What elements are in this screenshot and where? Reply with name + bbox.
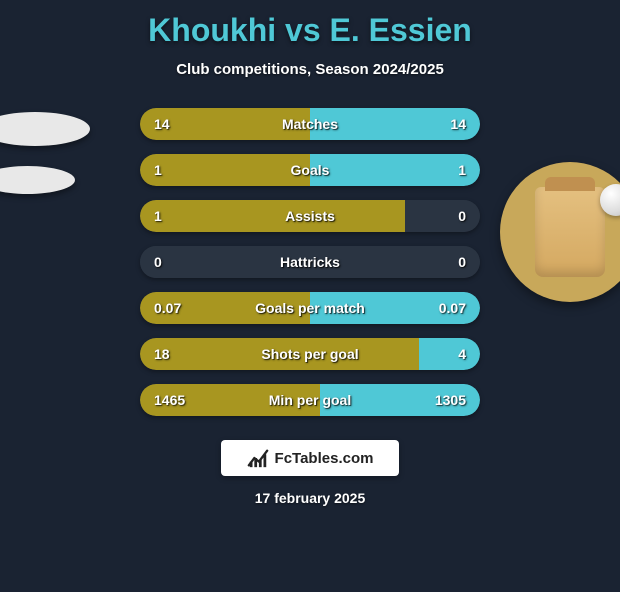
- stat-label: Hattricks: [280, 254, 340, 270]
- stat-value-right: 1: [458, 162, 466, 178]
- stat-row: 1465 1305 Min per goal: [140, 384, 480, 416]
- subtitle: Club competitions, Season 2024/2025: [0, 61, 620, 78]
- player-right-avatar: [500, 162, 620, 302]
- stat-bar-left: [140, 154, 310, 186]
- stat-label: Matches: [282, 116, 338, 132]
- page-title: Khoukhi vs E. Essien: [0, 12, 620, 49]
- stat-label: Goals: [291, 162, 330, 178]
- stat-value-left: 18: [154, 346, 170, 362]
- stat-label: Shots per goal: [261, 346, 358, 362]
- stat-value-left: 0: [154, 254, 162, 270]
- player-left-avatar: [0, 112, 90, 194]
- stat-value-left: 14: [154, 116, 170, 132]
- stat-row: 14 14 Matches: [140, 108, 480, 140]
- stats-bars: 14 14 Matches 1 1 Goals 1 0 Assists 0 0 Hattricks 0.…: [140, 108, 480, 416]
- stat-value-left: 1: [154, 162, 162, 178]
- brand-badge[interactable]: FcTables.com: [221, 440, 399, 476]
- avatar-placeholder-oval: [0, 112, 90, 146]
- avatar-placeholder-oval: [0, 166, 75, 194]
- chart-icon: [247, 447, 269, 469]
- stat-label: Goals per match: [255, 300, 365, 316]
- stat-row: 1 1 Goals: [140, 154, 480, 186]
- stat-label: Min per goal: [269, 392, 351, 408]
- stat-value-left: 1: [154, 208, 162, 224]
- stat-bar-right: [405, 200, 480, 232]
- stat-value-right: 4: [458, 346, 466, 362]
- player-badge-icon: [500, 162, 620, 302]
- stat-label: Assists: [285, 208, 335, 224]
- date-text: 17 february 2025: [0, 490, 620, 506]
- stat-bar-right: [310, 154, 480, 186]
- stat-value-left: 1465: [154, 392, 185, 408]
- stat-value-right: 14: [450, 116, 466, 132]
- stat-row: 18 4 Shots per goal: [140, 338, 480, 370]
- stat-row: 0.07 0.07 Goals per match: [140, 292, 480, 324]
- stat-value-right: 0: [458, 254, 466, 270]
- stat-row: 0 0 Hattricks: [140, 246, 480, 278]
- stat-row: 1 0 Assists: [140, 200, 480, 232]
- stat-value-left: 0.07: [154, 300, 181, 316]
- stat-bar-right: [419, 338, 480, 370]
- stat-value-right: 1305: [435, 392, 466, 408]
- brand-text: FcTables.com: [275, 450, 374, 467]
- stat-value-right: 0.07: [439, 300, 466, 316]
- stat-value-right: 0: [458, 208, 466, 224]
- stat-bar-left: [140, 200, 405, 232]
